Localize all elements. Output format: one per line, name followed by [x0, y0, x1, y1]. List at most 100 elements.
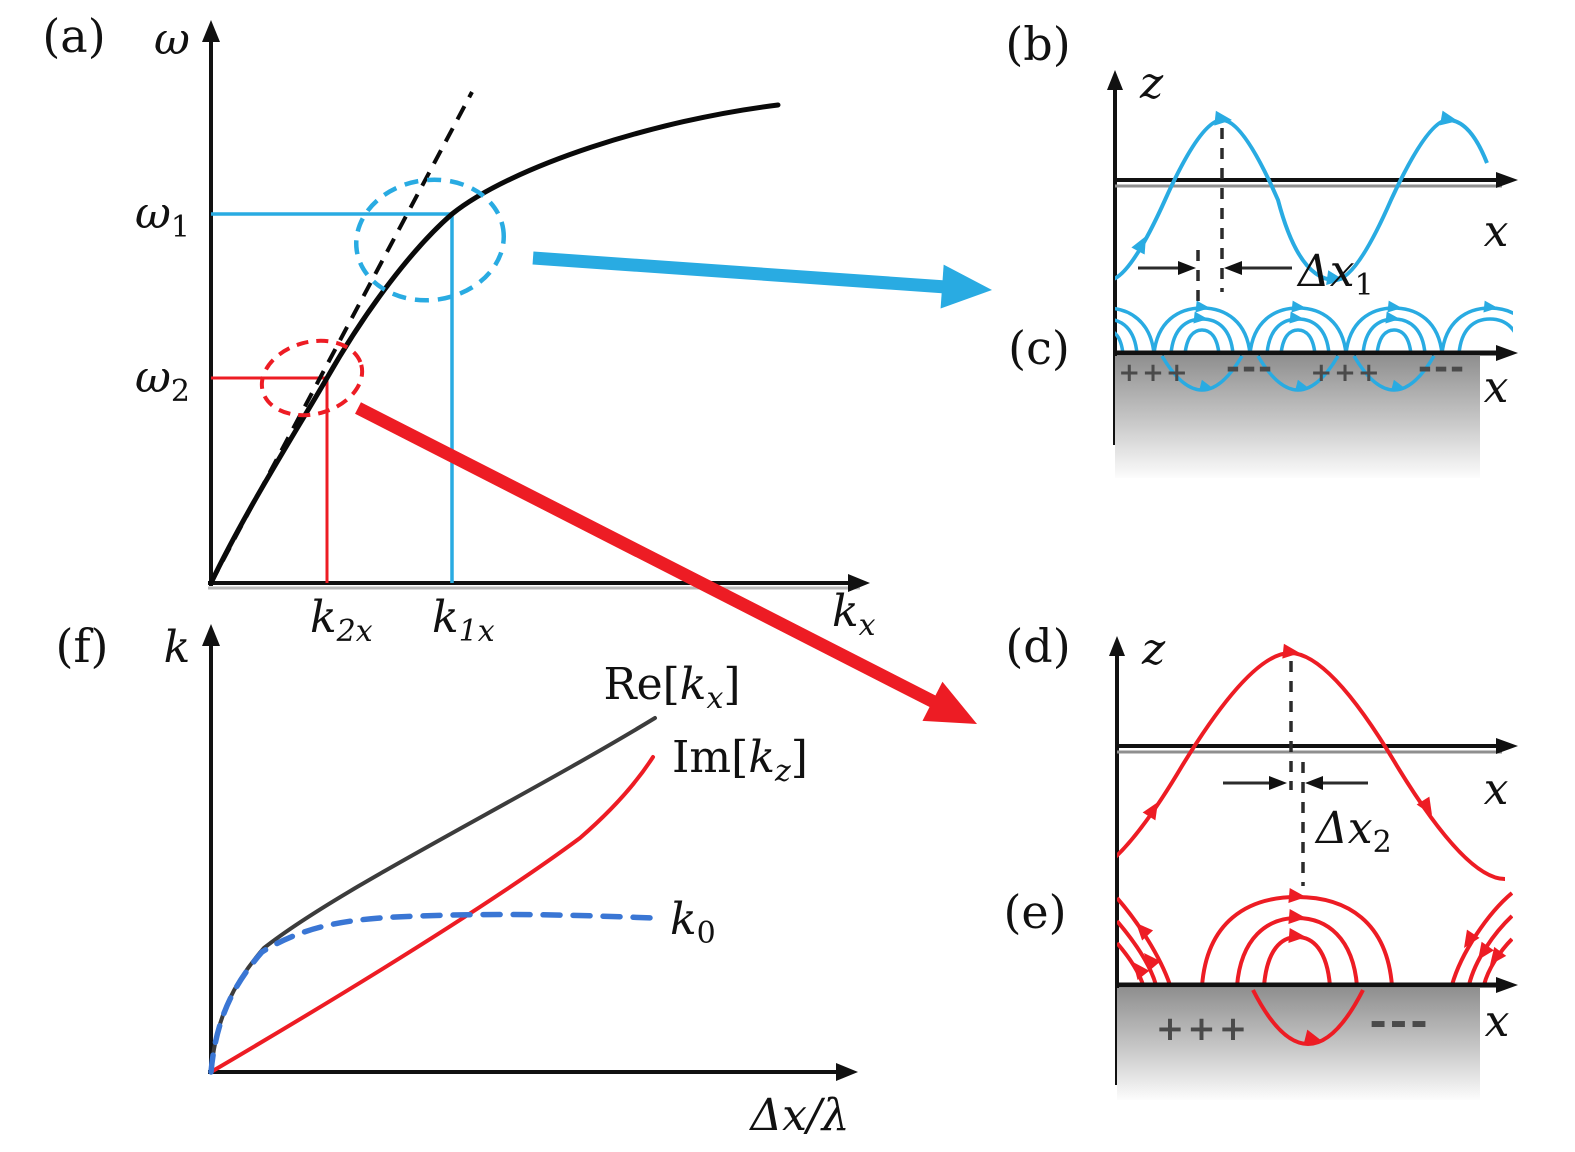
- panel-e-x-axis-label: x: [1485, 996, 1510, 1047]
- panel-f-wavenumber-plot: (f) k Re[kx] Im[kz] k0 Δx/λ: [56, 619, 858, 1141]
- panel-b-z-axis-label: z: [1139, 58, 1164, 109]
- field-arrowhead-icon: [1289, 311, 1304, 324]
- field-arc: [1262, 934, 1332, 987]
- field-arc: [1375, 328, 1413, 355]
- panel-b-label: (b): [1005, 17, 1070, 71]
- arrow-to-panel-d: [355, 402, 977, 724]
- arrow-to-panel-b-head-icon: [940, 264, 992, 309]
- field-arrowhead-icon: [1288, 888, 1306, 903]
- omega1-label: ω1: [135, 188, 190, 245]
- field-arc-partial-right: [1450, 891, 1513, 986]
- dispersion-curve: [208, 102, 781, 586]
- wave1-flow-arrowhead-icon: [1326, 270, 1344, 286]
- panel-e-x-axis-arrow-icon: [1496, 977, 1518, 993]
- panel-b-wave-group: [1115, 110, 1489, 286]
- field-arc: [1115, 331, 1125, 355]
- panel-c-label: (c): [1008, 321, 1070, 375]
- field-arrowhead-icon: [1291, 300, 1306, 313]
- field-arrowhead-icon: [1144, 953, 1161, 971]
- arrow-to-panel-b-shaft: [532, 251, 947, 294]
- panel-c-x-axis-arrow-icon: [1496, 345, 1518, 361]
- field-arc: [1169, 317, 1235, 355]
- arrow-to-panel-d-shaft: [355, 402, 937, 708]
- k0-legend: k0: [670, 894, 716, 951]
- charge-minus-group: ---: [1226, 348, 1274, 388]
- panel-c-field-lines-wave1: (c): [1008, 300, 1518, 478]
- displacement-wave-1: [1115, 117, 1489, 283]
- re-kx-legend: Re[kx]: [603, 659, 740, 716]
- light-line-dashed: [209, 91, 474, 584]
- field-arrowhead-icon: [1099, 301, 1114, 314]
- field-arc-partial-left: [1117, 941, 1145, 986]
- k2x-label: k2x: [310, 592, 373, 649]
- field-arrowhead-icon: [1478, 941, 1494, 960]
- field-arrowhead-icon: [1490, 946, 1507, 965]
- panel-a-label: (a): [42, 9, 105, 63]
- panel-c-x-axis-label: x: [1484, 362, 1509, 413]
- im-kz-legend: Im[kz]: [672, 732, 808, 789]
- wave1-flow-arrowhead-icon: [1214, 110, 1232, 126]
- panel-f-k-axis-label: k: [164, 622, 191, 673]
- panel-d-x-axis-arrow-icon: [1496, 738, 1518, 754]
- subsurface-dip-arc: [1251, 989, 1365, 1046]
- omega2-label: ω2: [135, 352, 190, 409]
- omega2-highlight-ellipse: [259, 338, 365, 418]
- panel-e-label: (e): [1003, 885, 1066, 939]
- charge-minus-group: ---: [1418, 348, 1466, 388]
- omega1-highlight-ellipse: [353, 177, 507, 303]
- field-arrowhead-icon: [1136, 923, 1154, 941]
- field-arc: [1183, 328, 1221, 355]
- wave2-flow-arrowhead-icon: [1142, 802, 1158, 821]
- panel-f-y-axis-arrow-icon: [202, 624, 220, 646]
- dx1-dim-left-arrow-icon: [1178, 261, 1196, 275]
- k0-curve: [208, 911, 655, 1075]
- dx1-dim-right-arrow-icon: [1224, 261, 1242, 275]
- field-arrowhead-icon: [1193, 311, 1208, 324]
- panel-b-z-axis-arrow-icon: [1107, 70, 1123, 90]
- field-arc-partial-left: [1117, 919, 1158, 986]
- dx1-label: Δx1: [1296, 246, 1374, 303]
- panel-d-label: (d): [1005, 619, 1070, 673]
- panel-d-x-axis-label: x: [1484, 764, 1509, 815]
- wave2-flow-arrowhead-icon: [1416, 796, 1432, 815]
- re-kx-curve: [209, 716, 657, 1074]
- field-arrowhead-icon: [1387, 300, 1402, 313]
- dip-arrowhead-icon: [1294, 379, 1310, 392]
- panel-b-x-axis-label: x: [1484, 206, 1509, 257]
- panel-a-omega-axis-label: ω: [154, 14, 190, 65]
- wave2-flow-arrowhead-icon: [1282, 643, 1300, 659]
- charge-plus-group: +++: [1310, 358, 1381, 388]
- dx2-dim-right-arrow-icon: [1305, 776, 1323, 790]
- field-arc: [1115, 318, 1139, 355]
- panel-a-dispersion: (a) ω ω1 ω2: [42, 9, 992, 724]
- panel-f-x-axis-label: Δx/λ: [748, 1090, 849, 1141]
- panel-a-y-axis-arrow-icon: [202, 20, 220, 42]
- field-arc: [1361, 317, 1427, 355]
- field-arrowhead-icon: [1385, 311, 1400, 324]
- field-arc: [1235, 915, 1359, 987]
- panel-f-x-axis-arrow-icon: [836, 1063, 858, 1081]
- panel-d-z-axis-arrow-icon: [1109, 636, 1125, 656]
- field-arcs-e: [1117, 891, 1513, 987]
- panel-c-fieldline-group: [1099, 300, 1513, 392]
- panel-b-x-axis-arrow-icon: [1496, 172, 1518, 188]
- panel-d-surface-displacement-wave2: (d) z x Δx2: [1005, 619, 1518, 1085]
- charge-plus-group: +++: [1156, 1009, 1250, 1049]
- field-arc: [1115, 307, 1156, 355]
- panel-a-x-axis-arrow-icon: [848, 574, 870, 592]
- arrow-to-panel-b: [532, 251, 992, 309]
- panel-d-z-axis-label: z: [1141, 624, 1166, 675]
- panel-d-wave-group: [1117, 643, 1506, 881]
- field-arc-partial-left: [1117, 896, 1172, 986]
- field-arrowhead-icon: [1483, 300, 1498, 313]
- field-arrowhead-icon: [1195, 300, 1210, 313]
- dx2-dim-left-arrow-icon: [1269, 776, 1287, 790]
- im-kz-curve: [209, 755, 655, 1074]
- dip-arrowhead-icon: [1198, 379, 1214, 392]
- field-arc: [1457, 317, 1513, 355]
- wave1-flow-arrowhead-icon: [1131, 236, 1146, 255]
- panel-f-label: (f): [56, 619, 109, 673]
- field-arc: [1265, 317, 1331, 355]
